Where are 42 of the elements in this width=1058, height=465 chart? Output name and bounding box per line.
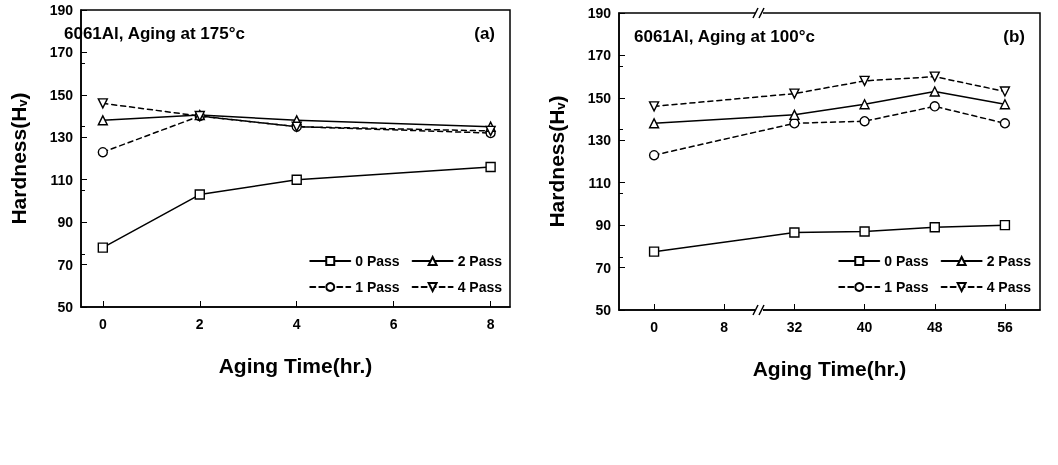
y-axis-title: Hardness(Hv) — [7, 92, 30, 225]
y-tick-label: 190 — [49, 2, 74, 18]
y-tick-label: 70 — [595, 259, 612, 276]
legend-label: 0 Pass — [884, 253, 929, 269]
y-axis-title: Hardness(Hv) — [545, 95, 568, 228]
x-tick-label: 4 — [292, 316, 301, 332]
y-tick-label: 50 — [595, 302, 612, 318]
x-tick-label: 48 — [926, 319, 943, 335]
x-axis-title: Aging Time(hr.) — [752, 357, 907, 380]
x-tick-label: 0 — [98, 316, 107, 332]
legend-label: 2 Pass — [457, 253, 503, 269]
y-tick-label: 170 — [587, 47, 612, 64]
legend-label: 2 Pass — [986, 253, 1032, 269]
y-tick-label: 70 — [57, 256, 74, 273]
y-tick-label: 150 — [587, 89, 612, 106]
y-tick-label: 150 — [49, 86, 74, 103]
x-tick-label: 6 — [389, 316, 398, 332]
x-tick-label: 8 — [486, 316, 495, 332]
x-tick-label: 2 — [195, 316, 204, 332]
text: 6061Al, Aging at 100°c — [634, 27, 815, 46]
legend-label: 1 Pass — [355, 279, 400, 295]
y-tick-label: 130 — [49, 129, 74, 146]
x-tick-label: 32 — [786, 319, 803, 335]
x-tick-label: 40 — [856, 319, 873, 335]
y-tick-label: 90 — [595, 217, 612, 234]
legend-label: 1 Pass — [884, 279, 929, 295]
legend-label: 4 Pass — [986, 279, 1032, 295]
legend-label: 0 Pass — [355, 253, 400, 269]
y-tick-label: 170 — [49, 44, 74, 61]
annotation: (b) — [1003, 27, 1026, 46]
annotation: (a) — [474, 24, 495, 43]
y-tick-label: 130 — [587, 132, 612, 149]
x-tick-label: 56 — [997, 319, 1013, 335]
y-tick-label: 110 — [50, 171, 74, 188]
y-tick-label: 190 — [587, 5, 612, 21]
x-axis-title: Aging Time(hr.) — [218, 354, 373, 377]
x-tick-label: 0 — [650, 319, 659, 335]
y-tick-label: 90 — [57, 214, 74, 231]
y-tick-label: 110 — [588, 174, 612, 191]
y-tick-label: 50 — [57, 299, 74, 315]
x-tick-label: 8 — [720, 319, 729, 335]
legend-label: 4 Pass — [457, 279, 503, 295]
